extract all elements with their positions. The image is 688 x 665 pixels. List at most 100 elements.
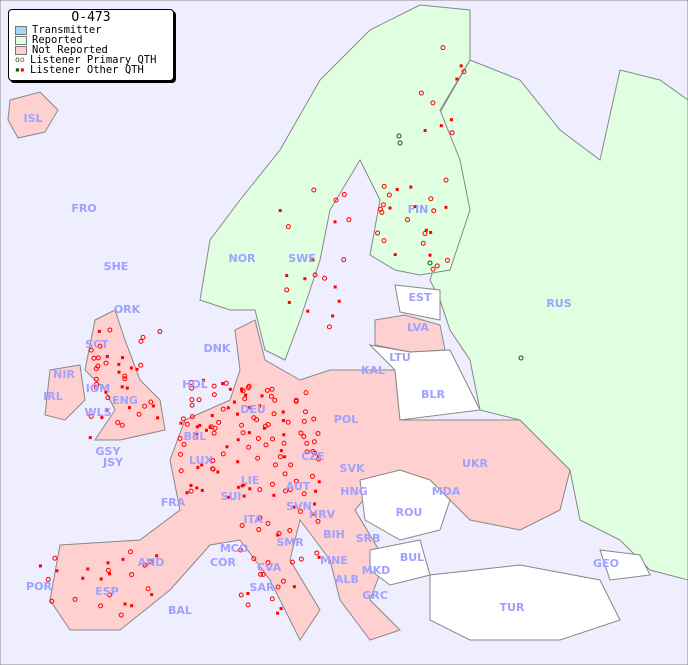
primary-qth-marker xyxy=(142,562,148,568)
other-qth-marker xyxy=(260,394,264,398)
other-qth-marker xyxy=(127,406,131,410)
country-label-rus: RUS xyxy=(546,297,571,310)
primary-qth-marker xyxy=(285,419,291,425)
primary-qth-marker xyxy=(107,327,113,333)
other-qth-marker xyxy=(337,299,341,303)
primary-qth-marker xyxy=(148,399,154,405)
primary-qth-marker xyxy=(52,555,58,561)
primary-qth-marker xyxy=(260,571,266,577)
region-no-listeners xyxy=(359,284,651,641)
country-label-geo: GEO xyxy=(593,557,619,570)
country-label-wls: WLS xyxy=(84,406,111,419)
other-qth-marker xyxy=(221,382,225,386)
primary-qth-marker xyxy=(255,455,261,461)
country-label-she: SHE xyxy=(104,260,129,273)
other-qth-marker xyxy=(100,416,104,420)
other-qth-marker xyxy=(117,370,121,374)
other-qth-marker xyxy=(409,185,413,189)
primary-qth-marker xyxy=(238,592,244,598)
primary-qth-marker-reported xyxy=(396,133,402,139)
primary-qth-marker xyxy=(196,397,202,403)
country-label-alb: ALB xyxy=(335,573,359,586)
primary-qth-marker xyxy=(268,393,274,399)
transmitter-swatch xyxy=(15,25,27,35)
country-label-isl: ISL xyxy=(23,112,42,125)
primary-qth-marker xyxy=(246,444,252,450)
other-qth-marker xyxy=(314,489,318,493)
primary-qth-marker xyxy=(189,397,195,403)
other-qth-marker xyxy=(272,493,276,497)
primary-qth-marker xyxy=(105,567,111,573)
primary-qth-marker xyxy=(122,373,128,379)
primary-qth-marker xyxy=(312,272,318,278)
other-qth-marker xyxy=(104,390,108,394)
region-russia xyxy=(429,59,688,581)
reported-swatch xyxy=(15,35,27,45)
country-label-svn: SVN xyxy=(286,500,312,513)
primary-qth-marker xyxy=(281,440,287,446)
primary-qth-marker xyxy=(434,263,440,269)
primary-qth-marker xyxy=(88,347,94,353)
country-label-irl: IRL xyxy=(43,390,63,403)
country-label-cze: CZE xyxy=(301,450,325,463)
primary-qth-marker xyxy=(430,266,436,272)
other-qth-marker xyxy=(246,591,250,595)
primary-qth-marker xyxy=(265,421,271,427)
other-qth-marker xyxy=(201,378,205,382)
primary-qth-marker xyxy=(270,436,276,442)
primary-qth-marker xyxy=(184,421,190,427)
primary-qth-marker xyxy=(375,230,381,236)
country-label-bel: BEL xyxy=(184,430,207,443)
circle-marker-icon: oo xyxy=(15,55,25,64)
other-qth-marker xyxy=(413,205,417,209)
primary-qth-marker xyxy=(93,376,99,382)
other-qth-marker xyxy=(196,465,200,469)
primary-qth-marker xyxy=(301,433,307,439)
primary-qth-marker xyxy=(257,487,263,493)
primary-qth-marker xyxy=(239,422,245,428)
primary-qth-marker xyxy=(138,338,144,344)
other-qth-marker xyxy=(227,495,231,499)
primary-qth-marker xyxy=(177,435,183,441)
primary-qth-marker xyxy=(341,257,347,263)
legend-item-primary-qth: oo Listener Primary QTH xyxy=(9,55,173,66)
other-qth-marker xyxy=(282,433,286,437)
primary-qth-marker xyxy=(298,430,304,436)
other-qth-marker xyxy=(120,385,124,389)
country-labels: ISL FRO SHE ORK NOR SWE FIN RUS EST LVA LTU KAL BLR D… xyxy=(23,112,618,617)
primary-qth-marker xyxy=(315,430,321,436)
other-qth-marker xyxy=(236,460,240,464)
primary-qth-marker xyxy=(293,398,299,404)
primary-qth-marker xyxy=(238,547,244,553)
other-qth-marker xyxy=(244,393,248,397)
other-qth-marker xyxy=(287,300,291,304)
other-qth-marker xyxy=(317,480,321,484)
other-qth-marker xyxy=(108,572,112,576)
primary-qth-marker xyxy=(188,380,194,386)
country-label-est: EST xyxy=(409,291,432,304)
country-label-jsy: JSY xyxy=(102,456,124,469)
primary-qth-marker-reported xyxy=(518,355,524,361)
primary-qth-marker xyxy=(440,45,446,51)
legend-item-other-qth: ▪▪ Listener Other QTH xyxy=(9,65,173,76)
country-label-swe: SWE xyxy=(288,252,316,265)
region-uk xyxy=(84,309,166,441)
primary-qth-marker xyxy=(326,324,332,330)
primary-qth-marker xyxy=(211,383,217,389)
primary-qth-marker xyxy=(298,556,304,562)
primary-qth-marker xyxy=(405,217,411,223)
primary-qth-marker xyxy=(275,584,281,590)
primary-qth-marker xyxy=(265,560,271,566)
country-label-ukr: UKR xyxy=(462,457,488,470)
other-qth-marker xyxy=(313,502,317,506)
primary-qth-marker xyxy=(138,362,144,368)
other-qth-marker xyxy=(38,564,42,568)
primary-qth-marker xyxy=(103,360,109,366)
other-qth-marker xyxy=(151,404,155,408)
primary-qth-marker xyxy=(210,458,216,464)
country-label-rou: ROU xyxy=(396,506,423,519)
primary-qth-marker xyxy=(272,397,278,403)
country-label-fra: FRA xyxy=(161,496,186,509)
